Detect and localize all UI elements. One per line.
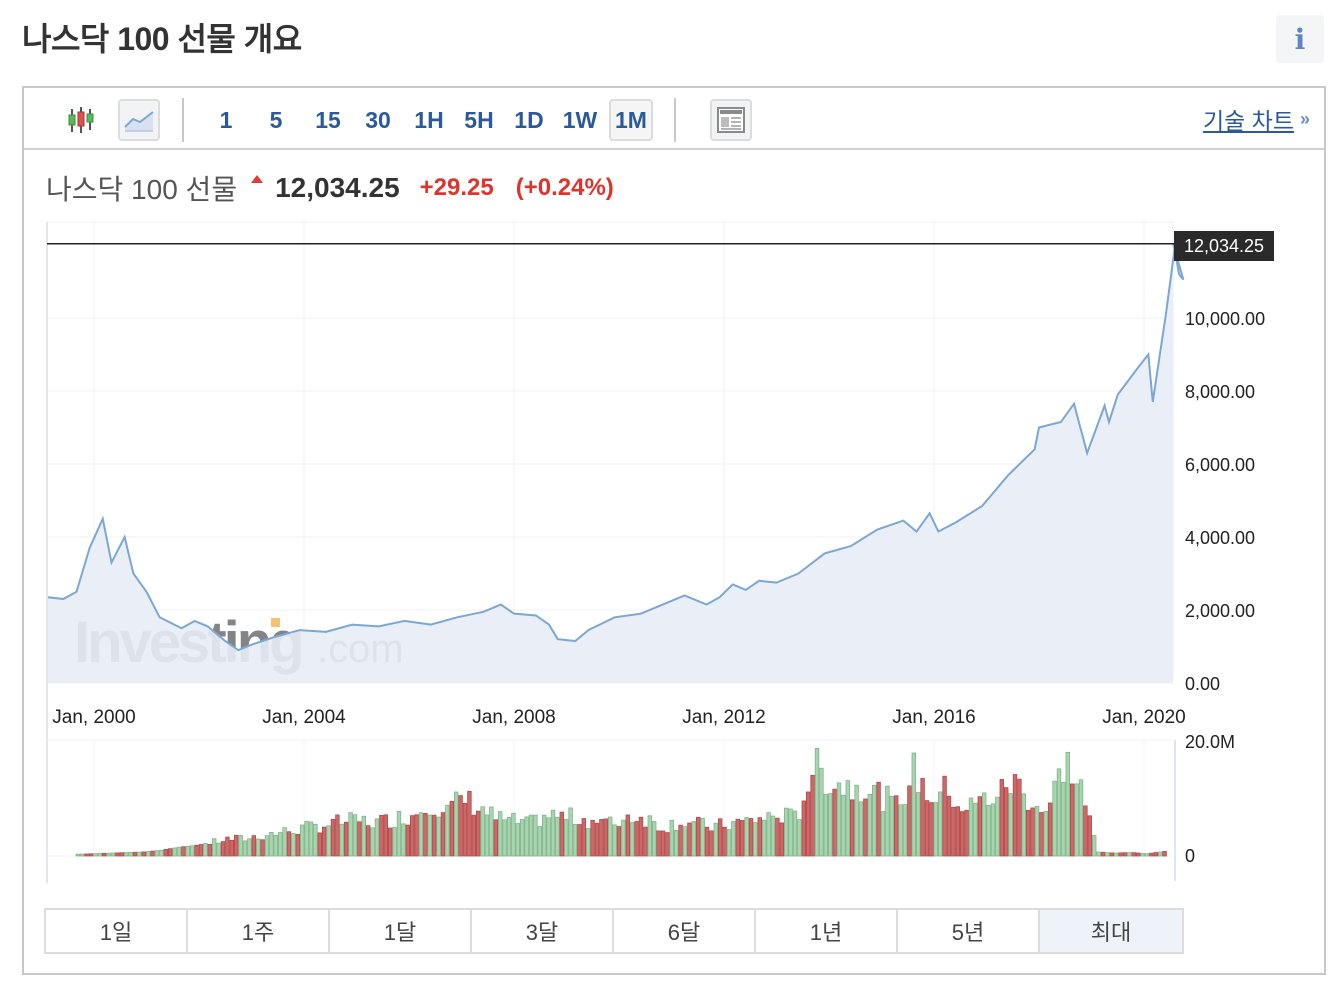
instrument-name: 나스닥 100 선물 [46,174,238,205]
svg-text:Jan, 2008: Jan, 2008 [472,707,555,728]
svg-text:8,000.00: 8,000.00 [1185,382,1255,402]
svg-text:12,034.25: 12,034.25 [1184,236,1264,256]
svg-text:Jan, 2012: Jan, 2012 [682,707,765,728]
price-area-fill [48,243,1184,683]
svg-text:Jan, 2000: Jan, 2000 [52,707,135,728]
range-1-day[interactable]: 1일 [46,910,188,952]
timeframe-1w[interactable]: 1W [562,106,598,133]
svg-text:Jan, 2020: Jan, 2020 [1102,707,1185,728]
price-change: +29.25 [419,174,494,201]
timeframe-15[interactable]: 15 [315,106,341,133]
svg-text:2,000.00: 2,000.00 [1185,601,1255,621]
info-icon[interactable]: i [1276,15,1324,63]
price-chart[interactable]: Investing .com 12,034.25 0.002,000.004,0… [24,220,1324,950]
svg-text:6,000.00: 6,000.00 [1185,455,1255,475]
technical-chart-link[interactable]: 기술 차트 » [1203,102,1310,136]
range-5-years[interactable]: 5년 [898,910,1040,952]
range-3-months[interactable]: 3달 [472,910,614,952]
range-6-months[interactable]: 6달 [614,910,756,952]
range-selector: 1일 1주 1달 3달 6달 1년 5년 최대 [44,908,1184,954]
volume-bars [75,748,1167,857]
svg-text:0: 0 [1185,846,1195,866]
timeframe-1m[interactable]: 1M [609,99,653,141]
range-1-month[interactable]: 1달 [330,910,472,952]
timeframe-1d[interactable]: 1D [514,106,544,133]
timeframe-1[interactable]: 1 [219,106,233,133]
page-title: 나스닥 100 선물 개요 [22,21,302,57]
svg-text:0.00: 0.00 [1185,674,1220,694]
double-chevron-right-icon: » [1299,108,1310,129]
timeframe-1h[interactable]: 1H [414,106,444,133]
timeframe-30[interactable]: 30 [365,106,391,133]
last-price-label: 12,034.25 [1174,231,1274,261]
up-arrow-icon [251,175,264,183]
toolbar-divider [182,98,184,142]
range-max[interactable]: 최대 [1040,910,1182,952]
chart-panel: 1 5 15 30 1H 5H 1D 1W 1M 기술 차트 » 나스닥 100 [22,86,1326,975]
range-1-week[interactable]: 1주 [188,910,330,952]
technical-chart-label[interactable]: 기술 차트 [1202,108,1294,134]
range-1-year[interactable]: 1년 [756,910,898,952]
candlestick-icon[interactable] [60,99,102,141]
price-line [47,243,1185,652]
quote-header: 나스닥 100 선물 12,034.25 +29.25 (+0.24%) [46,168,614,208]
timeframe-5h[interactable]: 5H [464,106,494,133]
timeframe-5[interactable]: 5 [269,106,283,133]
time-axis-labels: Jan, 2000 Jan, 2004 Jan, 2008 Jan, 2012 Jan,… [52,707,1185,728]
volume-axis-labels: 20.0M 0 [1185,732,1235,866]
svg-text:4,000.00: 4,000.00 [1185,528,1255,548]
svg-text:20.0M: 20.0M [1185,732,1235,752]
area-chart-icon[interactable] [118,99,160,141]
chart-toolbar: 1 5 15 30 1H 5H 1D 1W 1M 기술 차트 » [24,88,1324,150]
svg-text:Jan, 2016: Jan, 2016 [892,707,975,728]
svg-text:10,000.00: 10,000.00 [1185,309,1265,329]
price-change-percent: (+0.24%) [515,174,614,201]
svg-text:Jan, 2004: Jan, 2004 [262,707,346,728]
price-axis-labels: 0.00 2,000.00 4,000.00 6,000.00 8,000.00 10,0… [1185,309,1265,694]
toolbar-divider [674,98,676,142]
table-layout-icon[interactable] [710,99,752,141]
last-price: 12,034.25 [275,172,400,203]
